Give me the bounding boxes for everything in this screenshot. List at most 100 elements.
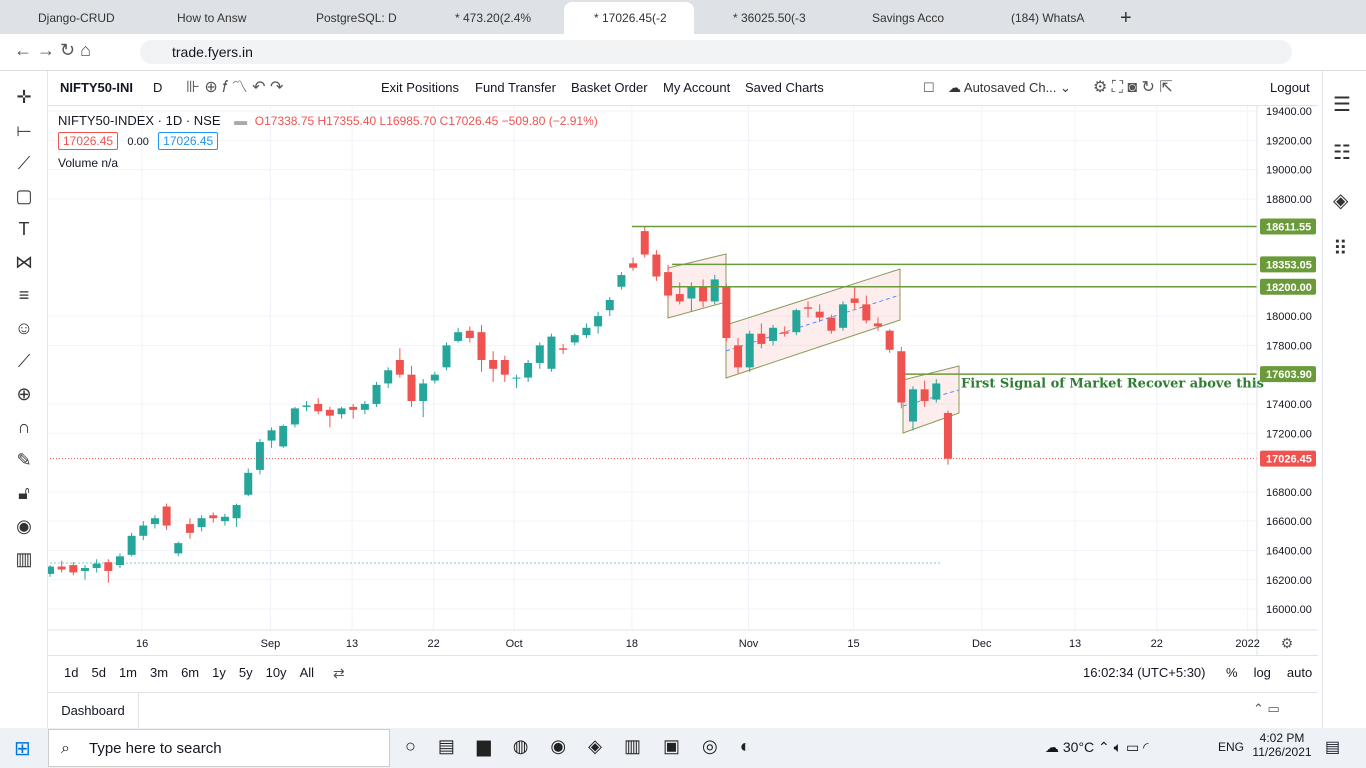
notifications[interactable]: ▤ bbox=[1325, 739, 1341, 756]
candle-body bbox=[302, 405, 311, 407]
y-tick-label: 19200.00 bbox=[1266, 135, 1312, 147]
bid: 17026.45 bbox=[58, 132, 119, 150]
candle-body bbox=[349, 406, 358, 410]
candle-body bbox=[384, 370, 393, 384]
tab[interactable]: Savings Acco bbox=[872, 11, 945, 25]
lang: ENG bbox=[1218, 740, 1245, 754]
candle-body bbox=[710, 279, 719, 302]
panel-icons[interactable]: ⌃ ▭ bbox=[1253, 701, 1280, 716]
x-tick-label: Nov bbox=[739, 638, 759, 650]
drawings bbox=[50, 253, 960, 564]
x-tick-label: 13 bbox=[1069, 638, 1081, 650]
candle-body bbox=[69, 565, 78, 573]
tab[interactable]: PostgreSQL: D bbox=[316, 11, 397, 25]
y-tick-label: 16800.00 bbox=[1266, 487, 1312, 499]
scale-option[interactable]: log bbox=[1253, 665, 1271, 680]
x-tick-label: 16 bbox=[136, 638, 148, 650]
candle-body bbox=[769, 327, 778, 341]
legend: NIFTY50-INDEX · 1D · NSE ▬ O17338.75 H17… bbox=[58, 113, 598, 170]
settings-icons[interactable]: ⚙ ⛶ ◙ ↻ ⇱ bbox=[1093, 79, 1173, 96]
toolbar-button[interactable]: Basket Order bbox=[571, 80, 648, 95]
candle-body bbox=[92, 563, 101, 569]
level-tag bbox=[1260, 278, 1316, 295]
candle-body bbox=[664, 272, 673, 296]
logout[interactable]: Logout bbox=[1270, 80, 1310, 95]
checkbox[interactable]: ☐ bbox=[923, 80, 935, 95]
x-tick-label: 22 bbox=[1151, 638, 1163, 650]
interval[interactable]: D bbox=[153, 80, 163, 95]
tab[interactable]: How to Answ bbox=[177, 11, 247, 25]
channel-mid bbox=[725, 294, 901, 352]
start[interactable]: ⊞ bbox=[14, 738, 31, 760]
period[interactable]: 5d bbox=[91, 665, 106, 680]
nav-icons[interactable]: ← → ↻ ⌂ bbox=[14, 40, 91, 60]
period[interactable]: All bbox=[299, 665, 315, 680]
candle-body bbox=[734, 345, 743, 368]
candle-body bbox=[827, 317, 836, 331]
compare-icon[interactable]: ⇄ bbox=[333, 665, 345, 681]
dashboard-tab[interactable]: Dashboard bbox=[48, 693, 139, 729]
toolbar-button[interactable]: Fund Transfer bbox=[475, 80, 556, 95]
level-tag bbox=[1260, 366, 1316, 383]
url[interactable]: trade.fyers.in bbox=[140, 40, 1292, 64]
candle-body bbox=[430, 374, 439, 381]
search-box[interactable]: ⌕ Type here to search bbox=[48, 729, 390, 767]
candle-body bbox=[617, 275, 626, 287]
toolbar-button[interactable]: Saved Charts bbox=[745, 80, 824, 95]
level-label: 18611.55 bbox=[1266, 221, 1311, 233]
candle-body bbox=[255, 442, 264, 470]
y-tick-label: 17800.00 bbox=[1266, 340, 1312, 352]
x-tick-label: 22 bbox=[428, 638, 440, 650]
tab[interactable]: (184) WhatsA bbox=[1011, 11, 1085, 25]
candle-body bbox=[594, 316, 603, 327]
symbol[interactable]: NIFTY50-INI bbox=[60, 80, 133, 95]
candle-body bbox=[48, 566, 54, 574]
candle-body bbox=[675, 294, 684, 302]
tab[interactable]: * 473.20(2.4% bbox=[455, 11, 532, 25]
candle-body bbox=[477, 332, 486, 361]
candle-body bbox=[314, 403, 323, 412]
period[interactable]: 3m bbox=[150, 665, 169, 680]
candle-body bbox=[897, 351, 906, 403]
y-tick-label: 19400.00 bbox=[1266, 106, 1312, 118]
period[interactable]: 6m bbox=[181, 665, 200, 680]
autosave[interactable]: ☁ Autosaved Ch... ⌄ bbox=[948, 80, 1071, 95]
weather: ☁ 30°C ⌃ 🔈︎ ▭ ◜ bbox=[1045, 739, 1149, 755]
toolbar-button[interactable]: My Account bbox=[663, 80, 731, 95]
y-tick-label: 16000.00 bbox=[1266, 604, 1312, 616]
taskbar-apps[interactable]: ○▤▆◍◉◈▥▣◎◐ bbox=[405, 736, 773, 756]
tab[interactable]: * 17026.45(-2 bbox=[564, 2, 694, 34]
period[interactable]: 1d bbox=[64, 665, 79, 680]
period[interactable]: 10y bbox=[265, 665, 287, 680]
drawing-tools[interactable]: ✛ ⟝ ⟋ ▢ T ⋈ ≡ ☺ ⟋ ⊕ ∩ ✎ 🔓︎ ◉ ▥ bbox=[14, 87, 34, 569]
candle-body bbox=[873, 323, 882, 327]
candle-body bbox=[687, 286, 696, 299]
ask: 17026.45 bbox=[158, 132, 219, 150]
candle-body bbox=[232, 505, 241, 519]
y-tick-label: 18000.00 bbox=[1266, 311, 1312, 323]
candle-body bbox=[489, 360, 498, 369]
toolbar-button[interactable]: Exit Positions bbox=[381, 80, 460, 95]
tab[interactable]: * 36025.50(-3 bbox=[733, 11, 806, 25]
left-toolbar: ✛ ⟝ ⟋ ▢ T ⋈ ≡ ☺ ⟋ ⊕ ∩ ✎ 🔓︎ ◉ ▥ bbox=[0, 71, 48, 728]
candle-body bbox=[757, 333, 766, 344]
candle-body bbox=[267, 430, 276, 441]
period[interactable]: 1y bbox=[212, 665, 226, 680]
period[interactable]: 1m bbox=[118, 665, 137, 680]
scale-option[interactable]: % bbox=[1226, 665, 1238, 680]
sidebar-icons[interactable]: ☰ ☷ ◈ ⠿ bbox=[1333, 94, 1351, 260]
x-tick-label: 15 bbox=[847, 638, 859, 650]
tool-icons[interactable]: ⊪ ⊕ 𝑓 〽 ↶ ↷ bbox=[186, 79, 284, 96]
level-label: 18200.00 bbox=[1266, 282, 1312, 294]
x-tick-label: Sep bbox=[261, 638, 281, 650]
tab[interactable]: Django-CRUD bbox=[38, 11, 115, 25]
period[interactable]: 5y bbox=[238, 665, 253, 680]
level-label: 17603.90 bbox=[1266, 369, 1312, 381]
scale-option[interactable]: auto bbox=[1286, 665, 1313, 680]
candle-body bbox=[279, 425, 288, 447]
y-tick-label: 17200.00 bbox=[1266, 428, 1312, 440]
y-tick-label: 17400.00 bbox=[1266, 399, 1312, 411]
axis-settings[interactable]: ⚙ bbox=[1281, 635, 1294, 651]
new-tab[interactable]: + bbox=[1120, 7, 1132, 29]
